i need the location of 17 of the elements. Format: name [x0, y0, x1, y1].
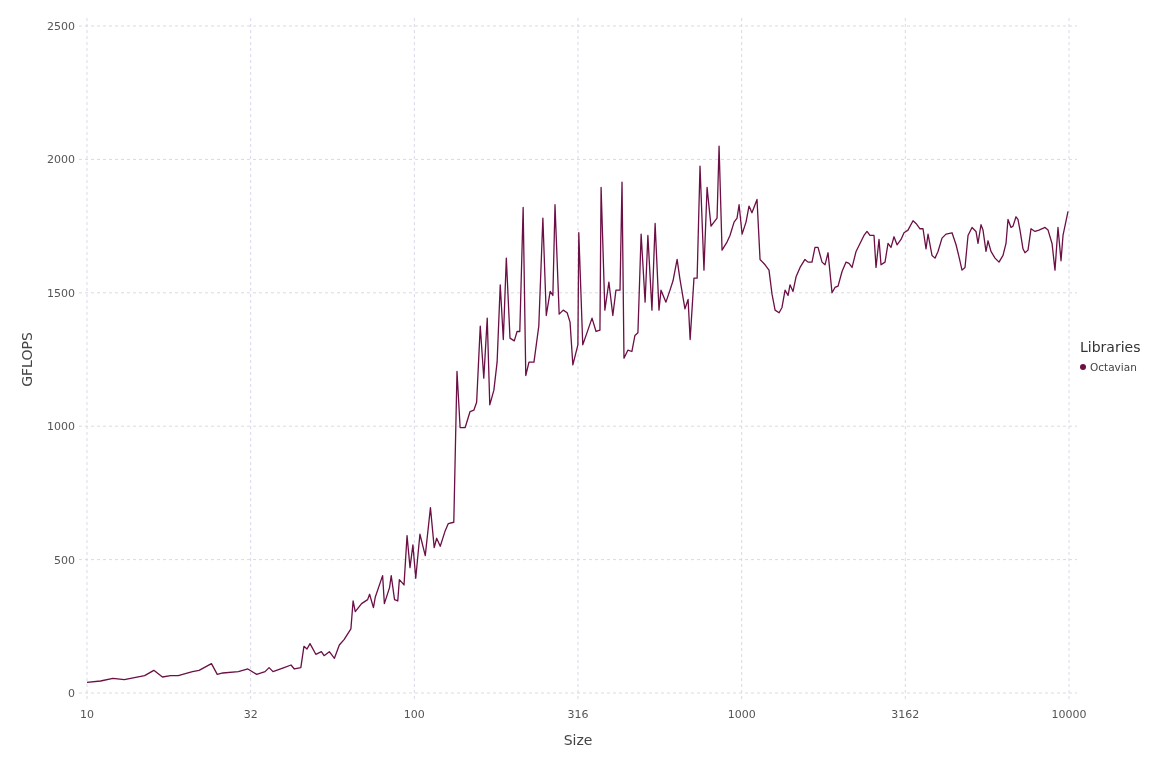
- x-tick-label: 10: [80, 708, 94, 721]
- x-tick-label: 32: [243, 708, 258, 721]
- y-tick-label: 1500: [47, 286, 75, 300]
- y-axis-title: GFLOPS: [19, 332, 35, 387]
- x-tick-label: 10000: [1051, 708, 1087, 721]
- y-tick-label: 0: [68, 687, 75, 700]
- x-tick-label: 1000: [727, 708, 756, 721]
- x-tick-label: 316: [567, 708, 589, 721]
- x-axis-title: Size: [563, 732, 593, 748]
- legend-title: Libraries: [1080, 339, 1141, 355]
- x-tick-label: 100: [403, 708, 425, 721]
- y-tick-label: 500: [54, 553, 75, 567]
- legend-label: Octavian: [1090, 361, 1137, 373]
- y-tick-label: 2500: [47, 20, 75, 33]
- y-tick-label: 1000: [47, 420, 75, 434]
- x-tick-label: 3162: [891, 708, 920, 721]
- y-tick-label: 2000: [47, 153, 75, 167]
